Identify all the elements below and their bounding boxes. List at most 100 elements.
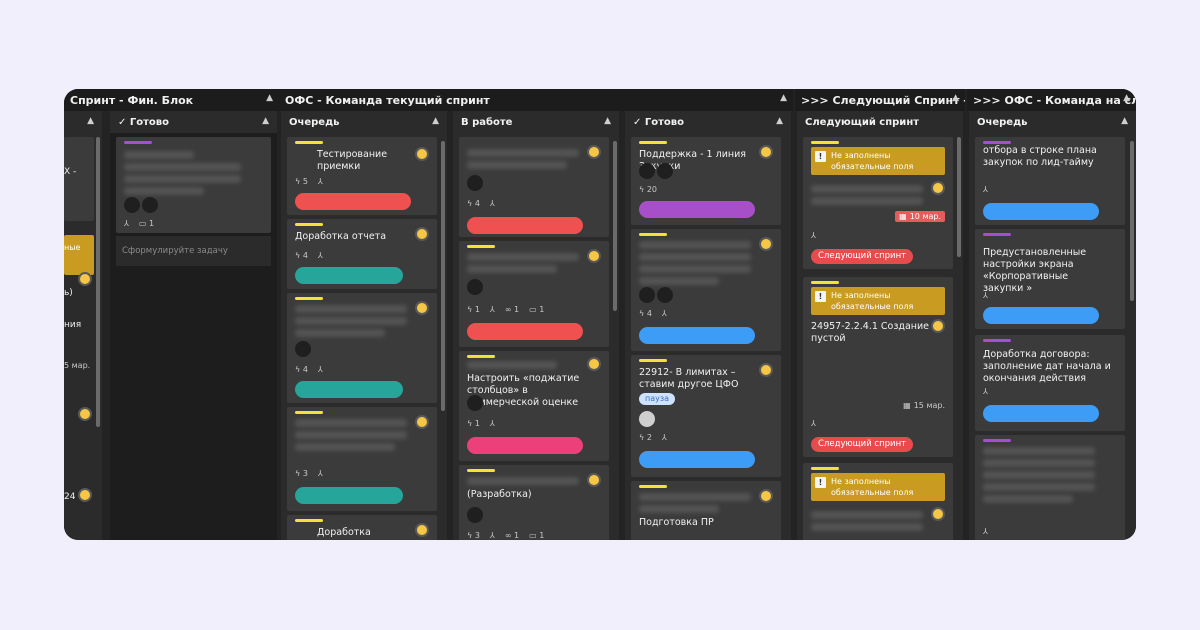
card[interactable]: ϟ 1 ⅄ ∞ 1 ▭ 1 — [459, 241, 609, 347]
card[interactable]: Поддержка - 1 линия Закупки ϟ 20 — [631, 137, 781, 225]
card[interactable]: Доработка интеграции — [287, 515, 437, 540]
avatar[interactable] — [931, 507, 945, 521]
chevron-up-icon[interactable]: ▲ — [1121, 116, 1128, 126]
avatar[interactable] — [78, 407, 92, 421]
card[interactable]: ! Не заполнены обязательные поля 24957-2… — [803, 277, 953, 457]
avatar[interactable] — [467, 279, 483, 295]
card[interactable]: 22912- В лимитах – ставим другое ЦФО пау… — [631, 355, 781, 477]
avatar[interactable] — [931, 181, 945, 195]
card[interactable]: Настроить «поджатие столбцов» в коммерче… — [459, 351, 609, 461]
avatar[interactable] — [657, 163, 673, 179]
avatar[interactable] — [587, 145, 601, 159]
scrollbar[interactable] — [613, 141, 617, 311]
chevron-up-icon[interactable]: ▲ — [266, 93, 273, 103]
avatar[interactable] — [657, 287, 673, 303]
redacted-text — [639, 493, 751, 501]
card[interactable]: X - — [64, 137, 94, 221]
avatar[interactable] — [467, 395, 483, 411]
chevron-up-icon[interactable]: ▲ — [432, 116, 439, 126]
card-stripe — [811, 281, 839, 284]
avatar[interactable] — [295, 341, 311, 357]
chevron-up-icon[interactable]: ▲ — [952, 93, 959, 103]
scrollbar[interactable] — [957, 137, 961, 257]
tag-pill[interactable] — [467, 437, 583, 454]
chevron-up-icon[interactable]: ▲ — [262, 116, 269, 126]
card[interactable]: Подготовка ПР — [631, 481, 781, 540]
avatar[interactable] — [124, 197, 140, 213]
card-title: Доработка интеграции — [317, 527, 376, 540]
card[interactable]: ! Не заполнены обязательные поля — [803, 463, 953, 540]
redacted-text — [295, 443, 395, 451]
scrollbar[interactable] — [96, 137, 100, 427]
avatar[interactable] — [587, 249, 601, 263]
card[interactable]: Тестирование приемки ϟ 5 ⅄ — [287, 137, 437, 215]
card[interactable]: ϟ 4 ⅄ — [631, 229, 781, 351]
avatar[interactable] — [467, 507, 483, 523]
card[interactable]: Доработка договора: заполнение дат начал… — [975, 335, 1125, 431]
avatar[interactable] — [587, 357, 601, 371]
card[interactable]: Предустановленные настройки экрана «Корп… — [975, 229, 1125, 329]
group-header-ofs-current[interactable]: ОФС - Команда текущий спринт ▲ — [279, 89, 793, 111]
avatar[interactable] — [639, 287, 655, 303]
tag-pill[interactable] — [295, 267, 403, 284]
chevron-up-icon[interactable]: ▲ — [776, 116, 783, 126]
tag-pill[interactable] — [639, 451, 755, 468]
avatar[interactable] — [639, 411, 655, 427]
card-stripe — [639, 359, 667, 362]
comment-icon: ▭ — [529, 305, 537, 314]
avatar[interactable] — [415, 523, 429, 537]
tag-pill[interactable] — [295, 487, 403, 504]
card[interactable]: Доработка отчета ϟ 4 ⅄ — [287, 219, 437, 289]
chevron-up-icon[interactable]: ▲ — [87, 116, 94, 126]
avatar[interactable] — [78, 272, 92, 286]
new-task-input[interactable]: Сформулируйте задачу — [116, 236, 271, 266]
avatar[interactable] — [415, 147, 429, 161]
tag-pill[interactable] — [639, 327, 755, 344]
card[interactable]: ! Не заполнены обязательные поля ▦ 10 мар… — [803, 137, 953, 269]
warning-fragment[interactable]: ные — [64, 235, 94, 275]
card-meta: ϟ 2 ⅄ — [639, 433, 667, 442]
avatar[interactable] — [415, 227, 429, 241]
avatar[interactable] — [931, 319, 945, 333]
avatar[interactable] — [639, 163, 655, 179]
lightning-icon: ϟ — [639, 309, 645, 318]
tag-pill[interactable] — [639, 201, 755, 218]
avatar[interactable] — [759, 145, 773, 159]
avatar[interactable] — [587, 473, 601, 487]
card[interactable]: ϟ 3 ⅄ — [287, 407, 437, 511]
card[interactable]: ϟ 4 ⅄ — [287, 293, 437, 403]
card[interactable]: ⅄ ▭ 1 — [116, 137, 271, 233]
group-header-ofs-next[interactable]: >>> ОФС - Команда на следую... ▲ — [967, 89, 1136, 111]
card[interactable]: (Разработка) ϟ 3 ⅄ ∞ 1 ▭ 1 — [459, 465, 609, 540]
avatar[interactable] — [759, 363, 773, 377]
tag-pill[interactable] — [295, 193, 411, 210]
tag-pill[interactable] — [983, 405, 1099, 422]
card[interactable]: отбора в строке плана закупок по лид-тай… — [975, 137, 1125, 225]
chevron-up-icon[interactable]: ▲ — [780, 93, 787, 103]
avatar[interactable] — [415, 301, 429, 315]
chevron-up-icon[interactable]: ▲ — [604, 116, 611, 126]
chevron-up-icon[interactable]: ▲ — [1123, 93, 1130, 103]
avatar[interactable] — [78, 488, 92, 502]
tag-pill[interactable] — [467, 323, 583, 340]
card[interactable]: ϟ 4 ⅄ — [459, 137, 609, 237]
avatar[interactable] — [415, 415, 429, 429]
card[interactable]: ⅄ — [975, 435, 1125, 540]
group-header-fin-block[interactable]: Спринт - Фин. Блок ▲ — [64, 89, 279, 111]
tag-pill[interactable] — [983, 203, 1099, 220]
sprint-badge[interactable]: Следующий спринт — [811, 437, 914, 452]
tag-pill[interactable] — [983, 307, 1099, 324]
redacted-text — [295, 431, 407, 439]
avatar[interactable] — [467, 175, 483, 191]
avatar[interactable] — [759, 237, 773, 251]
avatar[interactable] — [759, 489, 773, 503]
avatar[interactable] — [142, 197, 158, 213]
tag-pill[interactable] — [467, 217, 583, 234]
lightning-icon: ϟ — [467, 531, 473, 540]
column-title: Очередь — [289, 116, 340, 128]
scrollbar[interactable] — [1130, 141, 1134, 301]
scrollbar[interactable] — [441, 141, 445, 411]
tag-pill[interactable] — [295, 381, 403, 398]
group-header-next-sprint[interactable]: >>> Следующий Спринт - Фин ... ▲ — [795, 89, 965, 111]
sprint-badge[interactable]: Следующий спринт — [811, 249, 914, 264]
